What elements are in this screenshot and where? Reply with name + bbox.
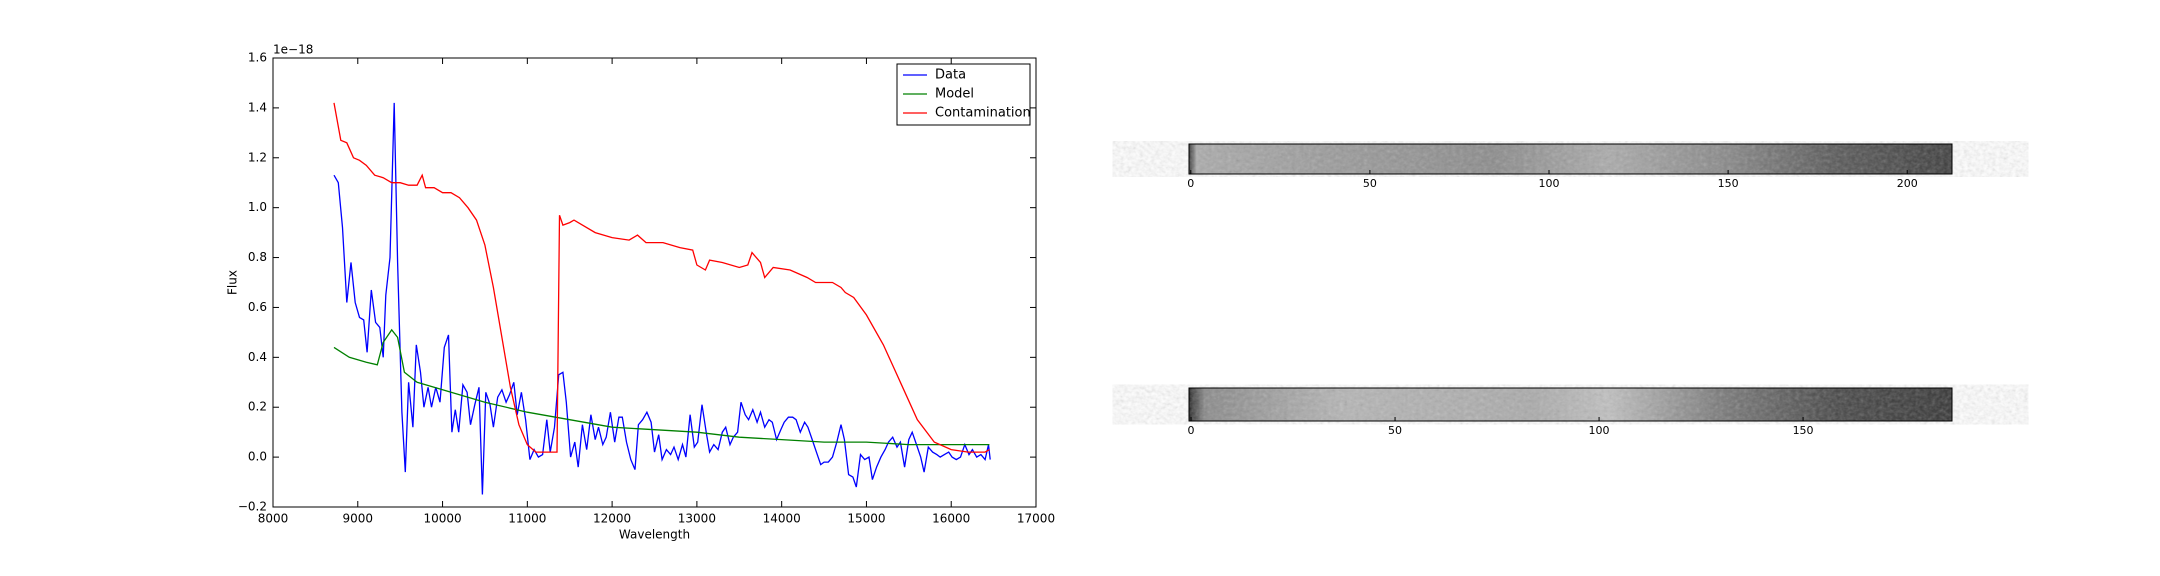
y-tick-label: 0.4	[248, 350, 267, 364]
data-line	[333, 328, 990, 446]
x-tick-label: 150	[1793, 424, 1814, 437]
legend-label: Contamination	[935, 106, 1031, 121]
y-tick-label: 1.4	[248, 100, 267, 114]
x-tick-label: 12000	[593, 512, 631, 526]
x-tick-label: 15000	[847, 512, 885, 526]
x-tick-label: 50	[1363, 177, 1377, 190]
x-axis-label: Wavelength	[619, 528, 690, 542]
y-tick-label: 1.6	[248, 51, 267, 65]
legend-label: Model	[935, 87, 974, 102]
x-tick-label: 10000	[423, 512, 461, 526]
x-tick-label: 50	[1388, 424, 1402, 437]
data-line	[333, 102, 991, 495]
x-tick-label: 150	[1718, 177, 1739, 190]
x-tick-label: 9000	[343, 512, 374, 526]
x-tick-label: 100	[1589, 424, 1610, 437]
x-tick-label: 17000	[1017, 512, 1055, 526]
image-texture	[1189, 388, 1952, 421]
offset-text: 1e−18	[273, 43, 313, 57]
x-tick-label: 200	[1897, 177, 1918, 190]
y-tick-label: 1.2	[248, 150, 267, 164]
y-tick-label: 0.6	[248, 300, 267, 314]
axes-frame	[272, 57, 1037, 508]
x-tick-label: 0	[1188, 424, 1195, 437]
x-tick-label: 13000	[678, 512, 716, 526]
x-tick-label: 0	[1187, 177, 1194, 190]
y-axis-label: Flux	[226, 270, 240, 295]
image-frame	[1188, 143, 1953, 175]
y-tick-label: 0.0	[248, 450, 267, 464]
x-tick-label: 8000	[258, 512, 289, 526]
x-tick-label: 100	[1539, 177, 1560, 190]
x-tick-label: 14000	[763, 512, 801, 526]
x-tick-label: 11000	[508, 512, 546, 526]
data-line	[333, 102, 990, 453]
y-tick-label: −0.2	[238, 500, 267, 514]
image-texture	[1189, 144, 1952, 174]
image-frame	[1188, 387, 1953, 422]
plot-area	[333, 102, 991, 495]
x-tick-label: 16000	[932, 512, 970, 526]
y-tick-label: 1.0	[248, 200, 267, 214]
y-tick-label: 0.2	[248, 400, 267, 414]
y-tick-label: 0.8	[248, 250, 267, 264]
legend-label: Data	[935, 68, 966, 83]
